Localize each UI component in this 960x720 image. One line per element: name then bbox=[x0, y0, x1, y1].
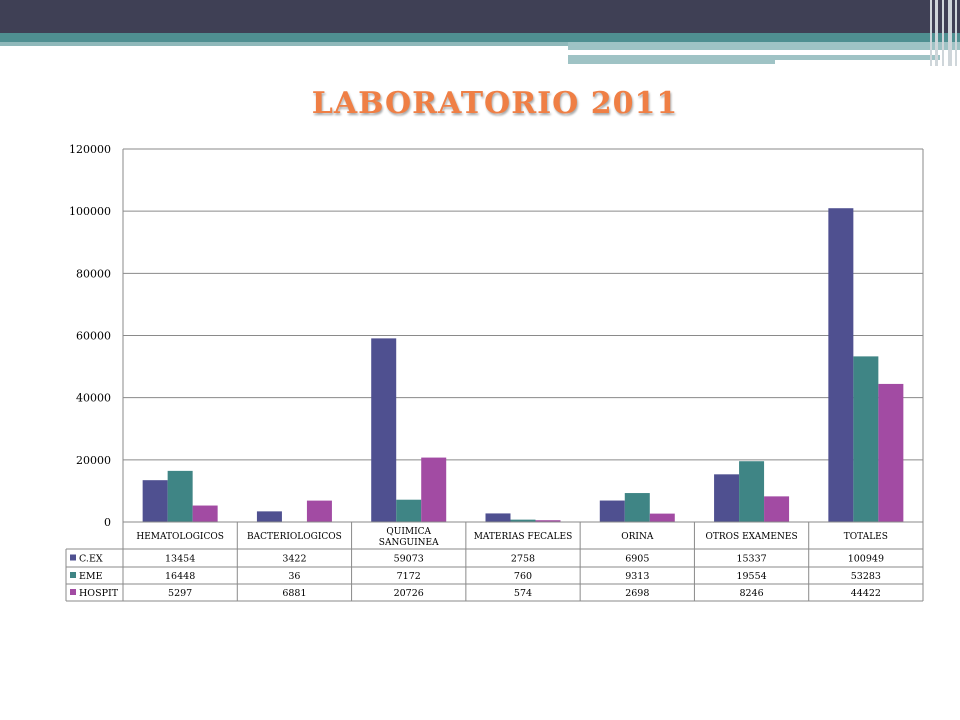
bar-cex-6 bbox=[714, 474, 740, 522]
bar-hospit-5 bbox=[649, 513, 675, 522]
y-tick-label: 40000 bbox=[76, 392, 111, 405]
y-tick-label: 20000 bbox=[76, 454, 111, 467]
bar-hospit-7 bbox=[878, 383, 904, 522]
table-value: 59073 bbox=[394, 554, 424, 565]
legend-swatch-hospit bbox=[70, 589, 76, 595]
bar-eme-5 bbox=[624, 493, 650, 522]
bar-cex-5 bbox=[599, 500, 625, 522]
table-value: 5297 bbox=[168, 588, 192, 599]
legend-label: HOSPIT bbox=[79, 588, 119, 599]
bar-eme-4 bbox=[510, 519, 536, 522]
x-category-label: BACTERIOLOGICOS bbox=[247, 532, 342, 542]
x-category-label: MATERIAS FECALES bbox=[474, 532, 573, 542]
bar-cex-3 bbox=[371, 338, 397, 522]
header-light-band bbox=[775, 55, 940, 60]
table-value: 19554 bbox=[736, 571, 766, 582]
bar-eme-6 bbox=[739, 461, 765, 522]
table-value: 760 bbox=[514, 571, 532, 582]
table-value: 7172 bbox=[397, 571, 421, 582]
x-category-label: OTROS EXAMENES bbox=[706, 532, 798, 542]
bar-hospit-6 bbox=[764, 496, 790, 522]
bar-hospit-1 bbox=[192, 505, 218, 522]
y-tick-label: 120000 bbox=[69, 143, 111, 156]
table-value: 20726 bbox=[394, 588, 424, 599]
bar-cex-2 bbox=[256, 511, 282, 522]
table-value: 6881 bbox=[282, 588, 306, 599]
bar-hospit-2 bbox=[306, 500, 332, 522]
bar-eme-1 bbox=[167, 470, 193, 522]
x-category-label: SANGUINEA bbox=[379, 538, 439, 548]
bar-eme-7 bbox=[853, 356, 879, 522]
header-dark-band bbox=[0, 0, 960, 33]
y-tick-label: 80000 bbox=[76, 267, 111, 280]
x-category-label: QUIMICA bbox=[386, 527, 431, 537]
x-category-label: HEMATOLOGICOS bbox=[136, 532, 224, 542]
legend-swatch-cex bbox=[70, 554, 76, 561]
header-teal-band bbox=[0, 33, 960, 42]
y-tick-label: 100000 bbox=[69, 205, 111, 218]
table-value: 13454 bbox=[165, 554, 195, 565]
bar-hospit-3 bbox=[421, 457, 447, 522]
bar-cex-4 bbox=[485, 513, 511, 522]
header-corner-decoration bbox=[926, 0, 960, 66]
header-divider bbox=[568, 50, 888, 52]
header-light-band bbox=[568, 55, 775, 64]
table-value: 53283 bbox=[851, 571, 881, 582]
y-tick-label: 60000 bbox=[76, 330, 111, 343]
table-value: 44422 bbox=[851, 588, 881, 599]
x-category-label: ORINA bbox=[621, 532, 654, 542]
table-value: 3422 bbox=[282, 554, 306, 565]
table-value: 100949 bbox=[848, 554, 884, 565]
legend-label: C.EX bbox=[79, 554, 103, 565]
table-value: 8246 bbox=[739, 588, 763, 599]
bar-hospit-4 bbox=[535, 520, 561, 522]
table-value: 6905 bbox=[625, 554, 649, 565]
x-category-label: TOTALES bbox=[844, 532, 888, 542]
table-value: 2758 bbox=[511, 554, 535, 565]
legend-swatch-eme bbox=[70, 572, 76, 578]
table-value: 16448 bbox=[165, 571, 195, 582]
y-tick-label: 0 bbox=[104, 516, 111, 529]
table-value: 2698 bbox=[625, 588, 649, 599]
bar-cex-1 bbox=[142, 480, 168, 522]
header-light-band bbox=[568, 42, 960, 50]
header-light-band bbox=[0, 42, 568, 46]
table-value: 9313 bbox=[625, 571, 649, 582]
bar-eme-3 bbox=[396, 499, 422, 522]
bar-cex-7 bbox=[828, 208, 854, 522]
legend-label: EME bbox=[79, 571, 103, 582]
table-value: 36 bbox=[288, 571, 300, 582]
slide-title: LABORATORIO 2011 bbox=[311, 86, 679, 121]
table-value: 574 bbox=[514, 588, 532, 599]
table-value: 15337 bbox=[736, 554, 766, 565]
